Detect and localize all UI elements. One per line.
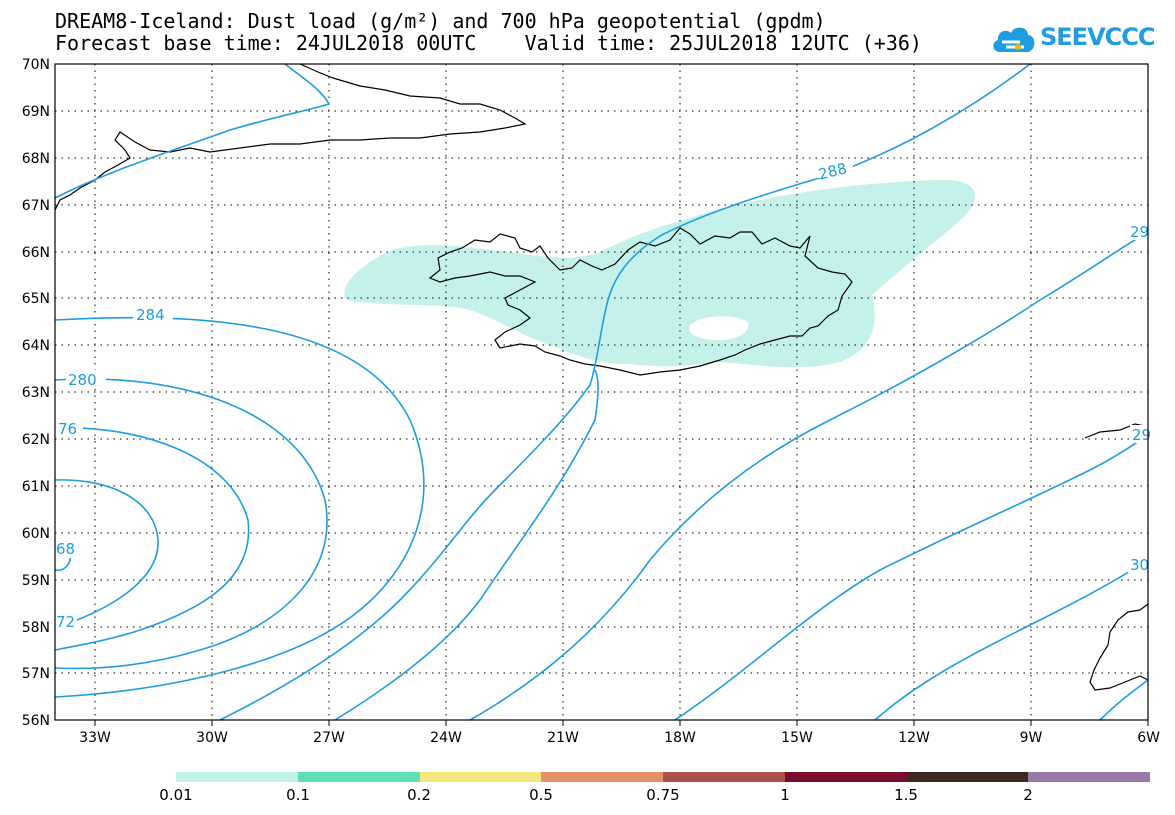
map-subtitle-times: Forecast base time: 24JUL2018 00UTC Vali…	[55, 31, 922, 55]
gridlines	[55, 64, 1148, 720]
iceland-coast	[428, 227, 853, 376]
colorbar-label: 0.5	[529, 786, 553, 804]
contour-label: 68	[56, 540, 75, 558]
latitude-labels: 70N 69N 68N 67N 66N 65N 64N 63N 62N 61N …	[22, 57, 50, 729]
lon-tick-label: 30W	[196, 730, 228, 746]
cloud-icon	[993, 27, 1035, 52]
lat-tick-label: 58N	[22, 620, 50, 636]
contour-line	[54, 479, 159, 629]
lat-tick-label: 60N	[22, 526, 50, 542]
lon-tick-label: 6W	[1137, 730, 1160, 746]
longitude-labels: 33W 30W 27W 24W 21W 18W 15W 12W 9W 6W	[79, 730, 1160, 746]
lon-tick-label: 27W	[313, 730, 345, 746]
map-frame	[54, 63, 1149, 721]
norway-coast-1	[1084, 423, 1146, 439]
colorbar-swatch	[784, 772, 907, 782]
contour-line	[874, 559, 1149, 721]
lon-tick-label: 33W	[79, 730, 111, 746]
lat-tick-label: 65N	[22, 291, 50, 307]
lon-tick-label: 9W	[1020, 730, 1043, 746]
colorbar-swatch	[663, 772, 785, 782]
contour-label: 29	[1132, 426, 1151, 444]
contour-label: 29	[1130, 223, 1149, 241]
contour-line	[54, 378, 328, 670]
colorbar-swatch	[541, 772, 663, 782]
lon-tick-label: 12W	[898, 730, 930, 746]
contour-label: 76	[58, 420, 77, 438]
contour-line	[54, 316, 425, 698]
colorbar	[176, 772, 1150, 782]
lat-tick-label: 64N	[22, 338, 50, 354]
colorbar-swatch	[906, 772, 1029, 782]
map-title: DREAM8-Iceland: Dust load (g/m²) and 700…	[55, 9, 826, 33]
contour-label: 280	[68, 371, 97, 389]
contour-labels: 288 284 280 76 68 72 29 29 30	[55, 159, 1151, 631]
lon-tick-label: 18W	[664, 730, 696, 746]
colorbar-swatch	[297, 772, 420, 782]
colorbar-label: 0.01	[159, 786, 193, 804]
coastlines	[54, 63, 1149, 691]
contour-label: 72	[56, 613, 75, 631]
colorbar-label: 0.2	[407, 786, 431, 804]
norway-coast-2	[1089, 603, 1149, 691]
colorbar-label: 0.75	[646, 786, 680, 804]
lon-tick-label: 24W	[430, 730, 462, 746]
contour-line	[1099, 679, 1149, 721]
colorbar-label: 0.1	[286, 786, 310, 804]
lon-tick-label: 21W	[547, 730, 579, 746]
seevccc-logo: SEEVCCC	[990, 18, 1155, 58]
colorbar-label: 1.5	[894, 786, 918, 804]
lat-tick-label: 62N	[22, 432, 50, 448]
lat-tick-label: 57N	[22, 666, 50, 682]
contour-label: 284	[136, 306, 165, 324]
lat-tick-label: 66N	[22, 245, 50, 261]
colorbar-label: 2	[1023, 786, 1033, 804]
greenland-coast	[54, 63, 527, 211]
dust-load-region	[344, 180, 975, 368]
contour-line	[469, 231, 1149, 721]
lat-tick-label: 69N	[22, 104, 50, 120]
tick-marks	[94, 720, 1149, 726]
lon-tick-label: 15W	[781, 730, 813, 746]
lat-tick-label: 68N	[22, 151, 50, 167]
lat-tick-label: 67N	[22, 198, 50, 214]
lat-tick-label: 63N	[22, 385, 50, 401]
contour-line	[54, 63, 331, 199]
contour-line	[334, 369, 599, 721]
lat-tick-label: 70N	[22, 57, 50, 73]
lat-tick-label: 56N	[22, 713, 50, 729]
contour-line	[674, 434, 1149, 721]
lat-tick-label: 61N	[22, 479, 50, 495]
colorbar-swatch	[176, 772, 298, 782]
contour-line	[54, 427, 250, 651]
lat-tick-label: 59N	[22, 573, 50, 589]
logo-text: SEEVCCC	[1040, 23, 1155, 51]
colorbar-swatch	[419, 772, 542, 782]
colorbar-swatch	[1028, 772, 1150, 782]
colorbar-label: 1	[780, 786, 790, 804]
contour-label: 30	[1130, 556, 1149, 574]
